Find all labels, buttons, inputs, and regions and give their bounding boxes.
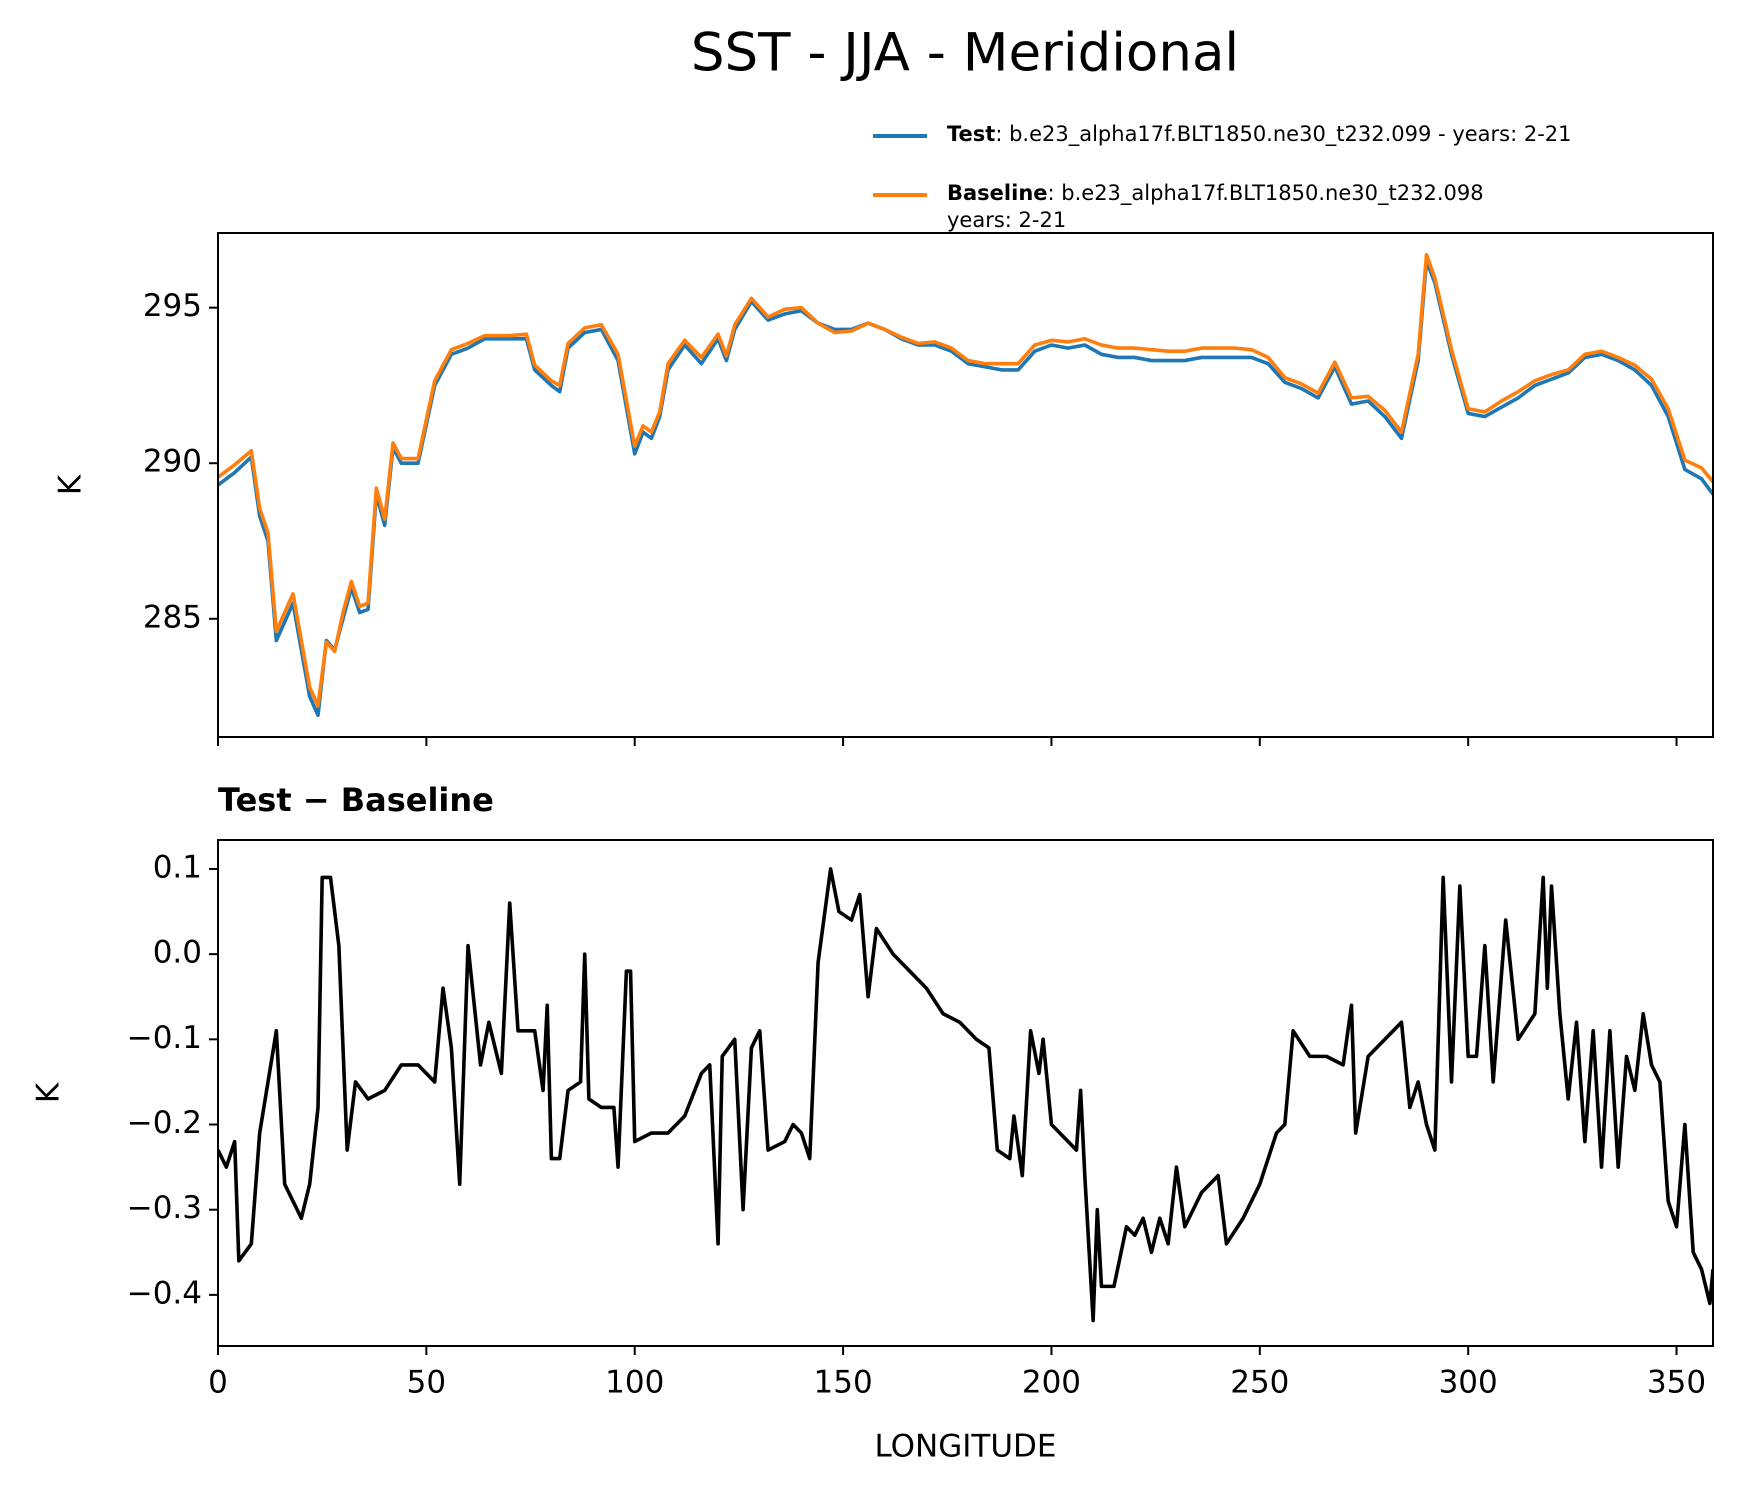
x-tick-label: 300 [1439,1365,1498,1401]
x-axis-label: LONGITUDE [874,1429,1056,1465]
plot-area [218,867,1713,1323]
figure-title: SST - JJA - Meridional [691,23,1239,84]
x-tick-label: 200 [1022,1365,1081,1401]
axes-frame [217,232,1714,738]
y-tick-label: 290 [143,444,202,480]
y-tick-label: 285 [143,599,202,635]
subplot-title: Test − Baseline [218,781,494,819]
data-line [218,252,1713,708]
y-tick-label: −0.2 [127,1105,202,1141]
legend-label: Baseline: b.e23_alpha17f.BLT1850.ne30_t2… [947,181,1484,232]
y-axis-label: K [31,1082,67,1103]
x-tick-label: 350 [1647,1365,1706,1401]
y-tick-label: 0.1 [153,849,202,885]
axes-frame [217,839,1714,1347]
legend-name: Test [947,122,995,146]
legend-label: Test: b.e23_alpha17f.BLT1850.ne30_t232.0… [947,122,1572,147]
y-axis-label: K [53,474,89,495]
legend-text: : b.e23_alpha17f.BLT1850.ne30_t232.098 [1048,181,1484,206]
legend-name: Baseline [947,181,1048,205]
x-tick-label: 250 [1230,1365,1289,1401]
y-tick-label: 0.0 [153,935,202,971]
y-tick-label: −0.3 [127,1190,202,1226]
y-tick-label: 295 [143,288,202,324]
data-line [218,867,1713,1323]
plot-area [218,252,1713,718]
x-tick-label: 100 [605,1365,664,1401]
legend-text: : b.e23_alpha17f.BLT1850.ne30_t232.099 -… [995,122,1571,147]
x-tick-label: 0 [208,1365,228,1401]
y-tick-label: −0.4 [127,1275,202,1311]
x-tick-label: 50 [407,1365,446,1401]
x-tick-label: 150 [814,1365,873,1401]
y-tick-label: −0.1 [127,1020,202,1056]
legend-text: years: 2-21 [947,208,1066,232]
